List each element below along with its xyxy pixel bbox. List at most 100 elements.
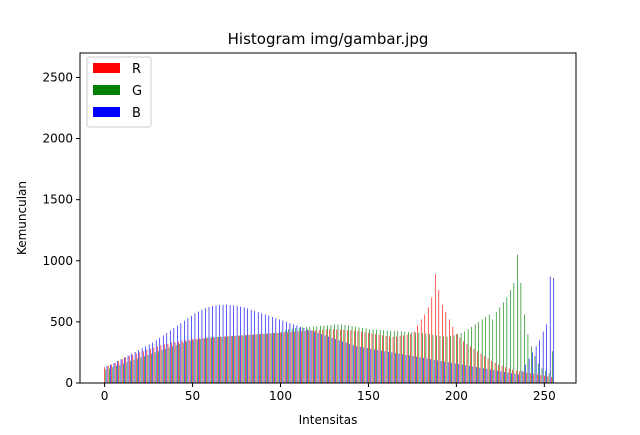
bar-g-40 [175, 345, 177, 383]
bar-b-184 [430, 359, 431, 383]
bar-r-206 [466, 343, 468, 383]
bar-r-178 [417, 325, 419, 383]
bar-g-94 [270, 333, 272, 383]
bar-r-26 [150, 348, 151, 383]
bar-r-60 [209, 337, 211, 383]
bar-g-14 [130, 361, 131, 383]
bar-g-20 [140, 357, 142, 383]
bar-b-42 [180, 323, 182, 383]
bar-r-164 [392, 336, 394, 383]
bar-r-12 [125, 357, 127, 383]
bar-r-36 [167, 343, 169, 383]
bar-r-246 [536, 374, 538, 383]
bar-r-132 [336, 329, 338, 383]
bar-g-134 [341, 324, 342, 383]
bar-b-162 [391, 352, 393, 383]
bar-r-38 [171, 342, 172, 383]
bar-b-146 [363, 347, 365, 383]
bar-b-50 [194, 313, 196, 383]
bar-g-0 [105, 369, 107, 383]
bar-g-92 [267, 333, 268, 383]
bar-g-192 [443, 336, 444, 383]
bar-b-54 [201, 309, 203, 383]
bar-g-190 [439, 335, 441, 383]
x-tick-label-150: 150 [357, 389, 380, 403]
bar-b-176 [416, 356, 417, 383]
bars-layer [104, 254, 555, 383]
bar-r-72 [230, 336, 232, 383]
bar-r-148 [364, 332, 366, 383]
bar-r-6 [114, 362, 116, 383]
bar-r-230 [508, 368, 510, 383]
bar-b-212 [479, 367, 481, 383]
bar-g-224 [499, 307, 501, 383]
bar-b-2 [110, 364, 111, 383]
bar-r-108 [294, 331, 295, 383]
bar-b-224 [500, 371, 502, 383]
bar-r-42 [178, 341, 179, 383]
bar-r-30 [157, 346, 158, 383]
legend-swatch-b [93, 107, 120, 117]
bar-r-78 [241, 335, 243, 383]
bar-g-66 [221, 336, 223, 383]
bar-g-106 [291, 328, 293, 383]
legend-swatch-g [93, 85, 120, 95]
bar-b-174 [412, 356, 414, 383]
bar-g-254 [552, 351, 553, 383]
bar-r-114 [304, 330, 306, 383]
bar-g-42 [179, 343, 180, 383]
x-tick-label-200: 200 [445, 389, 468, 403]
bar-r-54 [199, 338, 200, 383]
bar-r-0 [104, 367, 105, 383]
bar-g-170 [404, 331, 406, 383]
bar-b-160 [388, 351, 389, 383]
bar-r-74 [234, 335, 236, 383]
bar-g-130 [334, 324, 335, 383]
bar-g-58 [207, 337, 209, 383]
bar-b-166 [398, 353, 400, 383]
bar-r-124 [322, 329, 324, 383]
bar-g-60 [211, 337, 212, 383]
bar-g-246 [538, 363, 539, 383]
x-tick-label-250: 250 [533, 389, 556, 403]
bar-b-38 [173, 328, 175, 383]
bar-b-196 [451, 362, 453, 383]
bar-b-28 [155, 340, 157, 383]
bar-r-62 [213, 337, 214, 383]
bar-g-236 [520, 282, 522, 383]
x-tick-label-50: 50 [185, 389, 200, 403]
bar-r-208 [470, 346, 471, 383]
bar-r-100 [280, 332, 281, 383]
bar-b-112 [303, 328, 305, 383]
bar-b-178 [419, 357, 421, 383]
bar-b-208 [472, 366, 474, 383]
bar-r-182 [424, 314, 426, 383]
bar-b-218 [490, 369, 491, 383]
bar-b-168 [402, 354, 403, 383]
bar-r-172 [406, 334, 408, 383]
bar-b-104 [289, 323, 291, 383]
bar-b-190 [440, 361, 442, 383]
bar-r-88 [259, 334, 260, 383]
bar-r-50 [192, 339, 193, 383]
bar-r-98 [276, 332, 278, 383]
bar-g-174 [411, 332, 413, 383]
bar-b-108 [296, 325, 298, 383]
bar-r-104 [287, 332, 288, 383]
bar-r-158 [382, 335, 383, 383]
bar-b-26 [152, 342, 154, 383]
bar-b-98 [279, 319, 280, 383]
bar-g-206 [467, 329, 469, 383]
bar-g-48 [189, 340, 191, 383]
bar-b-252 [549, 276, 551, 383]
bar-r-142 [354, 330, 355, 383]
bar-g-90 [263, 333, 265, 383]
bar-r-154 [375, 334, 376, 383]
bar-b-6 [117, 361, 118, 383]
bar-r-46 [185, 340, 186, 383]
bar-r-214 [480, 353, 482, 383]
bar-b-74 [236, 306, 238, 383]
bar-r-176 [413, 331, 415, 383]
x-axis-label: Intensitas [299, 413, 358, 427]
